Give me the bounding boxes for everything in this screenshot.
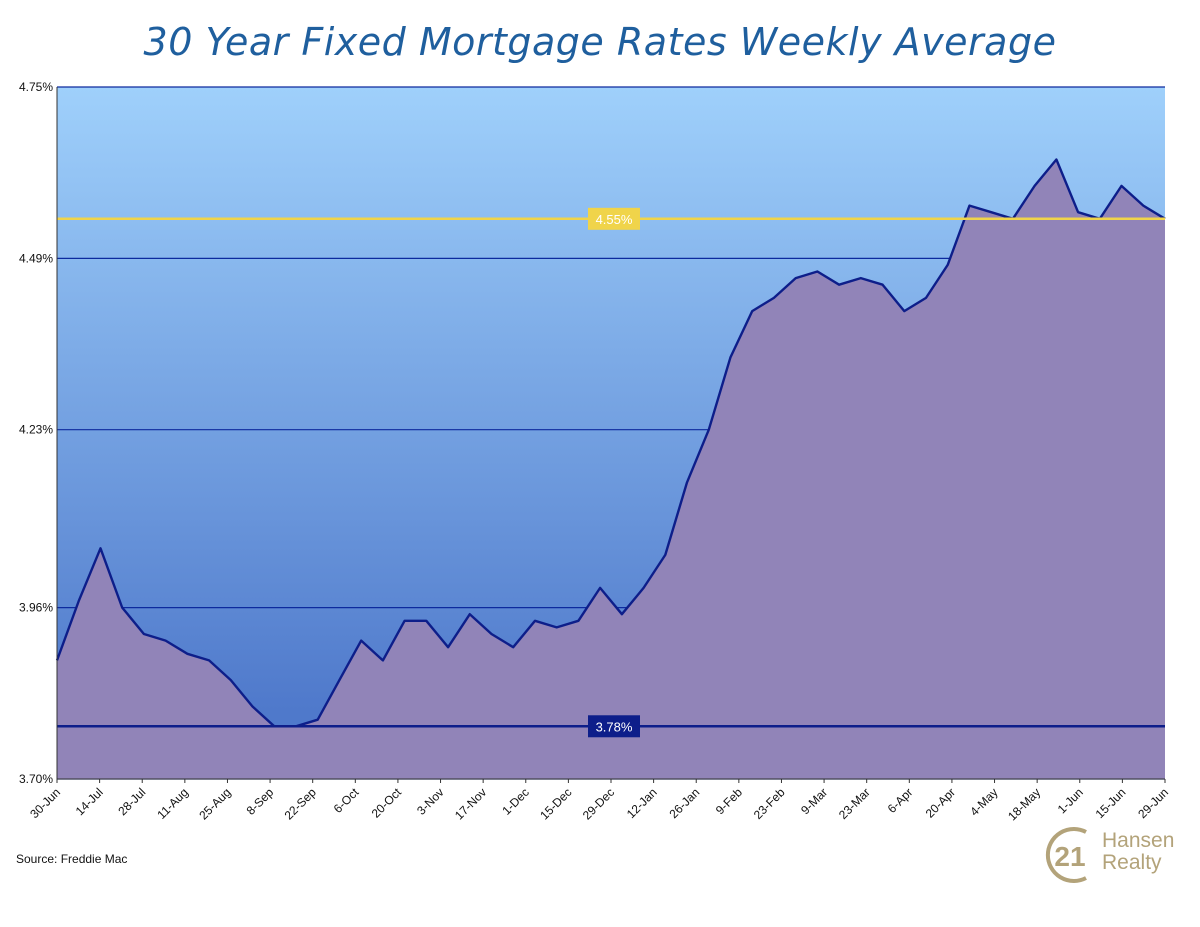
x-tick-label: 14-Jul <box>73 785 106 818</box>
y-tick-label: 4.49% <box>19 251 53 265</box>
x-tick-label: 11-Aug <box>154 785 191 822</box>
reference-label-box-0 <box>588 207 640 230</box>
x-tick-label: 1-Jun <box>1055 785 1086 816</box>
x-tick-label: 17-Nov <box>452 785 489 822</box>
x-tick-label: 9-Feb <box>713 785 745 817</box>
y-tick-label: 3.70% <box>19 772 53 786</box>
source-note: Source: Freddie Mac <box>16 852 128 866</box>
x-tick-label: 3-Nov <box>414 785 447 818</box>
chart-title: 30 Year Fixed Mortgage Rates Weekly Aver… <box>143 20 1057 64</box>
logo-line-2: Realty <box>1102 851 1162 874</box>
x-tick-label: 4-May <box>967 785 1000 818</box>
x-tick-label: 25-Aug <box>196 785 233 822</box>
series-area-fill <box>57 159 1165 779</box>
x-tick-label: 28-Jul <box>115 785 148 818</box>
logo-mark: 21 <box>1054 841 1085 872</box>
x-tick-label: 26-Jan <box>666 785 702 821</box>
y-tick-label: 4.75% <box>19 80 53 94</box>
x-tick-label: 20-Apr <box>923 785 958 820</box>
x-tick-label: 1-Dec <box>499 785 532 818</box>
series-area <box>55 158 1166 779</box>
logo-line-1: Hansen <box>1102 829 1175 852</box>
century21-logo-icon: 21 <box>1045 827 1087 883</box>
x-tick-label: 15-Dec <box>537 785 574 822</box>
x-tick-label: 6-Apr <box>885 785 916 816</box>
reference-label-1: 3.78% <box>596 719 633 734</box>
reference-lines: 4.55% 3.78% <box>57 207 1165 738</box>
series-line <box>55 158 1166 728</box>
logo-text: Hansen Realty <box>1102 830 1174 874</box>
y-tick-label: 3.96% <box>19 601 53 615</box>
y-tick-label: 4.23% <box>19 423 53 437</box>
x-tick-label: 30-Jun <box>27 785 63 821</box>
x-tick-label: 29-Dec <box>580 785 617 822</box>
x-tick-label: 12-Jan <box>624 785 660 821</box>
x-tick-label: 22-Sep <box>282 785 319 822</box>
reference-label-0: 4.55% <box>596 212 633 227</box>
x-tick-label: 8-Sep <box>244 785 277 818</box>
company-logo: 21 Hansen Realty <box>1040 822 1190 892</box>
x-tick-label: 23-Feb <box>751 785 788 822</box>
x-tick-label: 23-Mar <box>836 785 873 822</box>
reference-label-box-1 <box>588 715 640 738</box>
x-tick-label: 18-May <box>1005 785 1043 823</box>
x-tick-label: 6-Oct <box>331 785 362 816</box>
x-tick-label: 9-Mar <box>798 785 830 817</box>
x-tick-label: 15-Jun <box>1093 785 1129 821</box>
x-tick-label: 20-Oct <box>369 785 405 821</box>
x-tick-label: 29-Jun <box>1135 785 1171 821</box>
